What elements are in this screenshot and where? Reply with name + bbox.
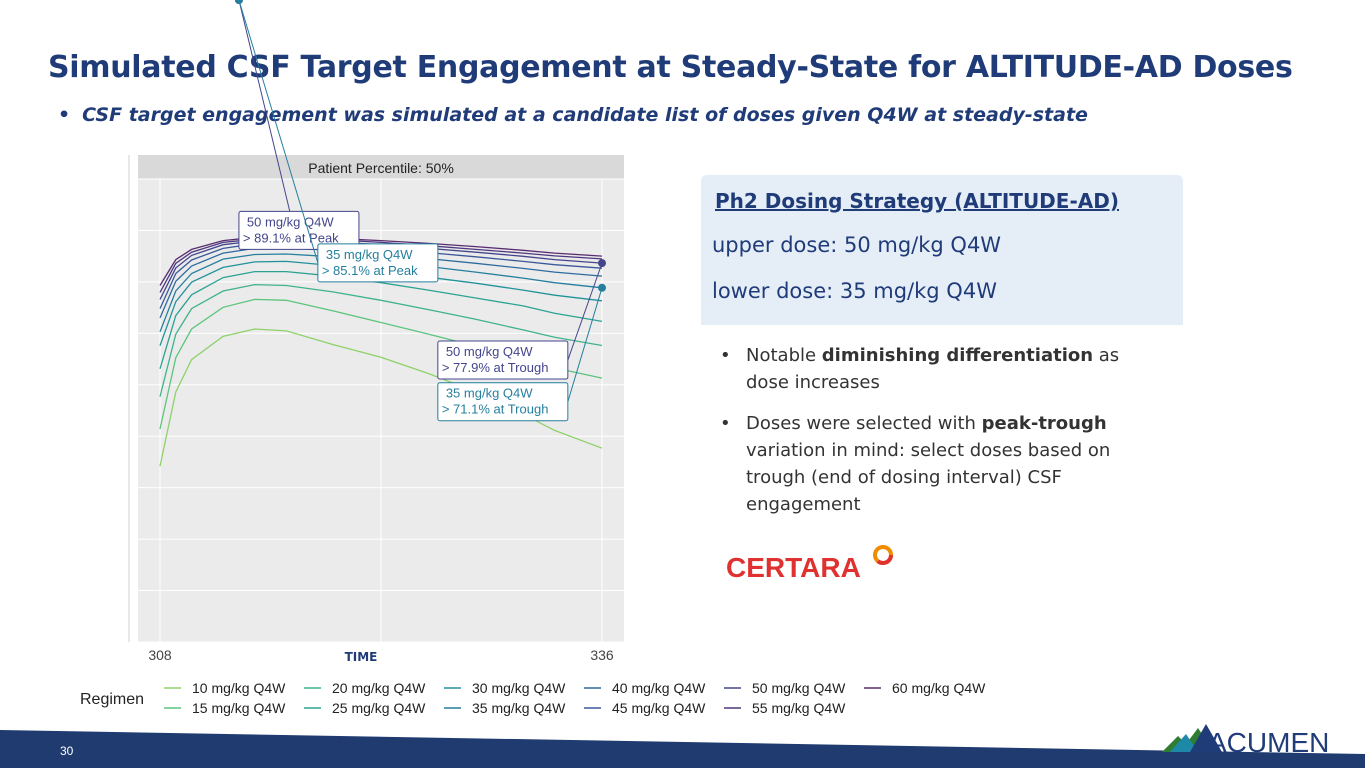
annotation-point	[234, 0, 243, 4]
annotation-label: > 89.1% at Peak	[243, 230, 339, 245]
annotation-box	[437, 340, 569, 380]
annotation-box	[317, 243, 439, 283]
footer-band	[0, 730, 1365, 768]
note-item: • Notable diminishing differentiation as…	[720, 342, 1160, 396]
legend-entry: 40 mg/kg Q4W	[612, 680, 706, 696]
page-number: 30	[60, 744, 74, 758]
note-text: Notable	[746, 345, 822, 366]
annotation-label: > 77.9% at Trough	[442, 360, 549, 375]
note-text: Doses were selected with	[746, 413, 982, 434]
bullet-dot: •	[58, 104, 71, 126]
legend-entry: 45 mg/kg Q4W	[612, 700, 706, 716]
acumen-wordmark: ACUMEN	[1208, 727, 1329, 758]
acumen-logo: ACUMEN	[1162, 724, 1329, 758]
certara-ring-accent-icon	[873, 545, 893, 565]
legend-entry: 55 mg/kg Q4W	[752, 700, 846, 716]
facet-title: Patient Percentile: 50%	[308, 160, 454, 176]
upper-dose: upper dose: 50 mg/kg Q4W	[712, 233, 1002, 257]
legend-title: Regimen	[80, 691, 144, 708]
x-axis-label: TIME	[345, 650, 378, 664]
legend-entry: 20 mg/kg Q4W	[332, 680, 426, 696]
dosing-strategy-box: Ph2 Dosing Strategy (ALTITUDE-AD) upper …	[701, 175, 1183, 325]
annotation-box	[238, 210, 360, 250]
target-engagement-chart: Patient Percentile: 50%50 mg/kg Q4W> 89.…	[80, 0, 986, 716]
note-text: variation in mind: select doses based on…	[746, 440, 1111, 515]
note-bold: diminishing differentiation	[821, 345, 1094, 366]
annotation-leader	[238, 0, 300, 250]
notes-list: • Notable diminishing differentiation as…	[720, 342, 1160, 532]
note-text: as dose increases	[746, 345, 1120, 393]
certara-wordmark: CERTARA	[726, 552, 861, 583]
x-tick-label: 336	[590, 647, 614, 663]
annotation-label: > 71.1% at Trough	[442, 402, 549, 417]
note-bold: peak-trough	[981, 413, 1107, 434]
annotation-box	[437, 382, 569, 422]
annotation-label: 35 mg/kg Q4W	[326, 247, 413, 262]
note-bullet: •	[720, 413, 731, 434]
note-item: • Doses were selected with peak-trough v…	[720, 410, 1160, 518]
annotation-leader	[567, 287, 603, 402]
x-tick-label: 308	[148, 647, 172, 663]
legend-entry: 15 mg/kg Q4W	[192, 700, 286, 716]
legend-entry: 30 mg/kg Q4W	[472, 680, 566, 696]
certara-logo: CERTARA	[726, 545, 893, 583]
annotation-leader	[238, 0, 319, 263]
annotation-label: 35 mg/kg Q4W	[446, 386, 533, 401]
annotation-label: 50 mg/kg Q4W	[247, 214, 334, 229]
series-line-20-mgkg	[159, 283, 603, 397]
legend-entry: 35 mg/kg Q4W	[472, 700, 566, 716]
lower-dose: lower dose: 35 mg/kg Q4W	[712, 279, 997, 303]
legend-entry: 10 mg/kg Q4W	[192, 680, 286, 696]
note-bullet: •	[720, 345, 731, 366]
main-bullet-text: CSF target engagement was simulated at a…	[82, 104, 1088, 126]
legend-entry: 50 mg/kg Q4W	[752, 680, 846, 696]
annotation-leader	[567, 262, 603, 361]
legend-entry: 25 mg/kg Q4W	[332, 700, 426, 716]
legend-entry: 60 mg/kg Q4W	[892, 680, 986, 696]
annotation-point	[598, 259, 606, 268]
main-bullet: • CSF target engagement was simulated at …	[58, 104, 1088, 126]
strategy-title: Ph2 Dosing Strategy (ALTITUDE-AD)	[715, 189, 1119, 213]
facet-strip	[138, 155, 624, 179]
annotation-label: > 85.1% at Peak	[322, 263, 418, 278]
annotation-point	[598, 283, 606, 292]
annotation-label: 50 mg/kg Q4W	[446, 344, 533, 359]
